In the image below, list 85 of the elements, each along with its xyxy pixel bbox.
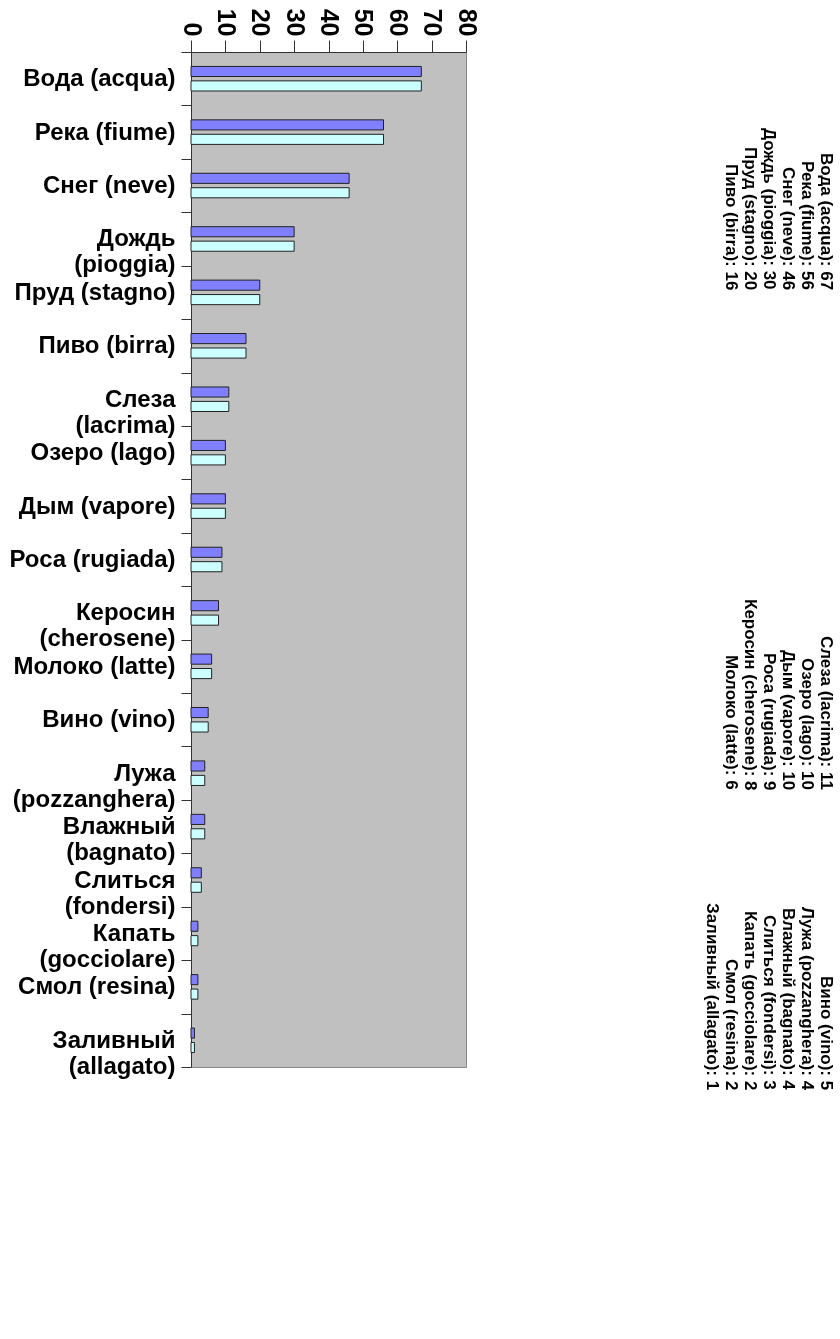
bar [190, 1027, 195, 1039]
text: Влажный (bagnato): 4 [779, 908, 798, 1090]
text: Роса (rugiada): 9 [760, 652, 779, 790]
y-tick-label: Вода (acqua) [23, 64, 176, 92]
y-tick-label: Лужа (pozzanghera) [12, 758, 177, 812]
x-tick-label: 80 [453, 8, 482, 37]
y-tick-label: Влажный (bagnato) [62, 812, 176, 866]
bar [190, 333, 247, 345]
y-tick-label: Пруд (stagno) [14, 277, 176, 305]
x-tick-label: 0 [178, 22, 207, 37]
bar [190, 867, 202, 879]
y-tick-label: Смол (resina) [18, 972, 176, 1000]
bar [190, 920, 199, 932]
y-tick-label: Керосин (cherosene) [39, 598, 176, 652]
x-tick-label: 50 [350, 8, 379, 37]
text: Озеро (lago): 10 [798, 658, 817, 790]
text: Вино (vino): 5 [817, 975, 836, 1090]
text: Дым (vapore): 10 [779, 649, 798, 790]
text: Смол (resina): 2 [722, 958, 741, 1090]
x-tick-label: 20 [247, 8, 276, 37]
x-tick-label: 30 [281, 8, 310, 37]
bar [190, 80, 422, 92]
bar [190, 454, 226, 466]
bar [190, 240, 295, 252]
y-tick-label: Капать (gocciolare) [39, 918, 176, 972]
bar [190, 279, 261, 291]
x-tick-label: 10 [212, 8, 241, 37]
bar [190, 507, 226, 519]
text: Молоко (latte): 6 [722, 655, 741, 790]
y-tick-label: Молоко (latte) [13, 651, 176, 679]
bar [190, 294, 261, 306]
text: Дождь (pioggia): 30 [760, 128, 779, 290]
y-tick-label: Дождь (pioggia) [74, 224, 176, 278]
y-tick-label: Пиво (birra) [38, 331, 176, 359]
x-tick-label: 40 [316, 8, 344, 37]
bar [190, 988, 199, 1000]
bar [190, 774, 206, 786]
text: Слеза (lacrima): 11 [817, 636, 836, 790]
text: Пиво (birra): 16 [722, 163, 741, 290]
text: Река (fiume): 56 [798, 160, 817, 290]
bar [190, 561, 223, 573]
bar [190, 935, 199, 947]
bar [190, 614, 219, 626]
bar [190, 226, 295, 238]
bar [190, 133, 384, 145]
y-tick-label: Снег (neve) [42, 171, 176, 199]
y-tick-label: Озеро (lago) [30, 438, 176, 466]
text: Капать (gocciolare): 2 [741, 910, 760, 1090]
bar [190, 386, 230, 398]
x-tick-label: 60 [384, 8, 413, 37]
bar [190, 439, 226, 451]
y-tick-label: Слеза (lacrima) [75, 384, 177, 438]
bar [190, 881, 202, 893]
text: Лужа (pozzanghera): 4 [798, 906, 817, 1090]
y-tick-label: Роса (rugiada) [9, 545, 176, 572]
bar [190, 65, 422, 78]
bar [190, 172, 350, 184]
bar [190, 760, 206, 772]
text: Снег (neve): 46 [779, 166, 798, 290]
bar [190, 706, 209, 719]
bar [190, 600, 219, 612]
bar [190, 347, 247, 359]
bar [190, 653, 213, 665]
bar [190, 1041, 195, 1054]
text: Вода (acqua): 67 [817, 152, 836, 290]
text: Слиться (fondersi): 3 [760, 915, 779, 1090]
bar [190, 400, 230, 413]
bar [190, 974, 199, 986]
y-tick-label: Вино (vino) [42, 705, 176, 733]
bar [190, 546, 223, 558]
bar [190, 721, 209, 733]
text: Заливный (allagato): 1 [703, 902, 722, 1090]
bar [190, 187, 350, 199]
y-tick-label: Река (fiume) [34, 117, 176, 145]
bar [190, 828, 206, 840]
bar [190, 493, 226, 505]
y-tick-label: Слиться (fondersi) [64, 865, 176, 919]
bar [190, 119, 384, 131]
bar [190, 813, 206, 825]
bar [190, 668, 213, 680]
x-tick-label: 70 [419, 8, 448, 37]
y-tick-label: Дым (vapore) [18, 491, 176, 519]
y-tick-label: Заливный (allagato) [52, 1025, 176, 1079]
text: Пруд (stagno): 20 [741, 146, 760, 290]
text: Керосин (cherosene): 8 [741, 598, 760, 790]
